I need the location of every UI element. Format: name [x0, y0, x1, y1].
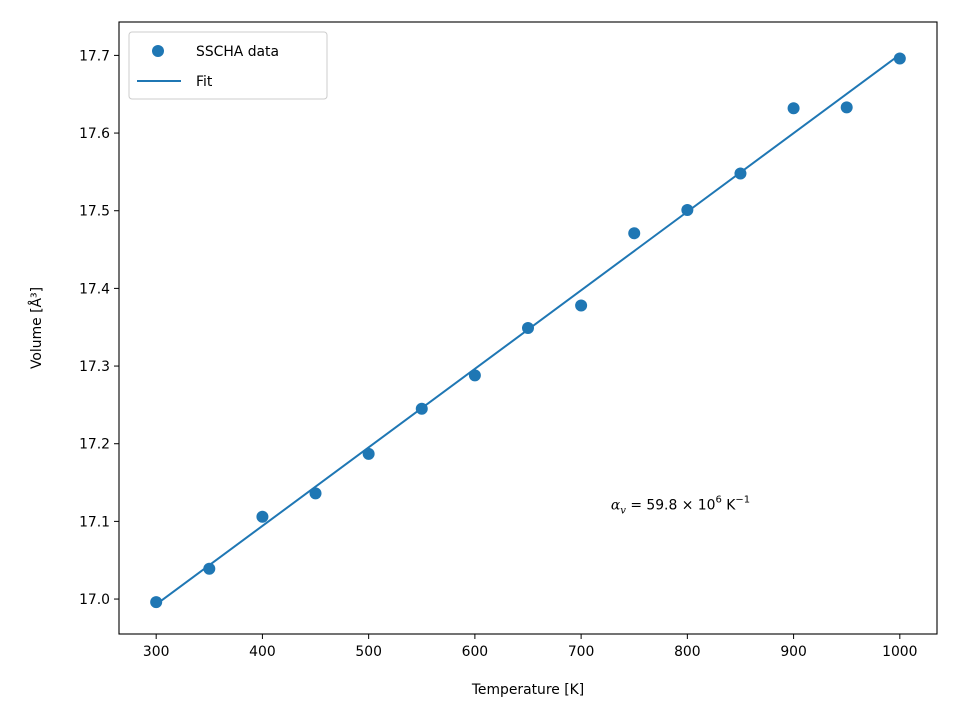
x-tick-label: 900	[780, 644, 807, 660]
y-tick-label: 17.2	[79, 437, 110, 453]
data-point	[309, 487, 322, 500]
x-tick-label: 500	[355, 644, 382, 660]
legend-label-fit: Fit	[196, 74, 213, 90]
data-point	[787, 102, 800, 115]
axes-frame	[118, 21, 938, 635]
annotation-unit-exponent: −1	[735, 495, 750, 506]
data-point	[575, 299, 588, 312]
x-tick-label: 600	[462, 644, 489, 660]
y-tick-label: 17.6	[79, 126, 110, 142]
data-point	[415, 402, 428, 415]
y-tick-label: 17.0	[79, 592, 110, 608]
y-tick-label: 17.5	[79, 204, 110, 220]
data-point	[468, 369, 481, 382]
x-tick-label: 400	[249, 644, 276, 660]
y-tick-label: 17.3	[79, 359, 110, 375]
plot-layer	[150, 52, 906, 609]
data-point	[681, 203, 694, 216]
data-point	[840, 101, 853, 114]
data-point	[734, 167, 747, 180]
data-point	[893, 52, 906, 65]
annotation-unit: K	[722, 498, 736, 514]
legend-label-scatter: SSCHA data	[196, 44, 279, 60]
x-tick-label: 700	[568, 644, 595, 660]
annotation-value: = 59.8 × 10	[626, 498, 716, 514]
annotation-subscript: v	[620, 506, 626, 517]
legend-scatter-marker	[152, 45, 164, 57]
data-point	[150, 596, 163, 609]
annotation-exponent: 6	[715, 495, 721, 506]
legend-frame	[128, 31, 328, 100]
y-tick-label: 17.7	[79, 48, 110, 64]
y-tick-label: 17.4	[79, 281, 110, 297]
expansion-coefficient-annotation: αv = 59.8 × 106 K−1	[611, 495, 750, 517]
legend: SSCHA data Fit	[128, 31, 328, 100]
data-point	[362, 447, 375, 460]
annotation-symbol: α	[611, 498, 621, 514]
x-axis-label: Temperature [K]	[471, 682, 584, 698]
axes-layer: 300 400 500 600 700 800 900 1000 17.0 17.1 17.2 17.…	[79, 21, 938, 660]
data-point	[203, 562, 216, 575]
x-tick-label: 300	[143, 644, 170, 660]
x-tick-label: 1000	[882, 644, 917, 660]
data-point	[256, 510, 269, 523]
y-tick-label: 17.1	[79, 514, 110, 530]
data-point	[628, 227, 641, 240]
x-tick-label: 800	[674, 644, 701, 660]
data-point	[522, 322, 534, 334]
y-axis-label: Volume [Å³]	[28, 287, 45, 369]
